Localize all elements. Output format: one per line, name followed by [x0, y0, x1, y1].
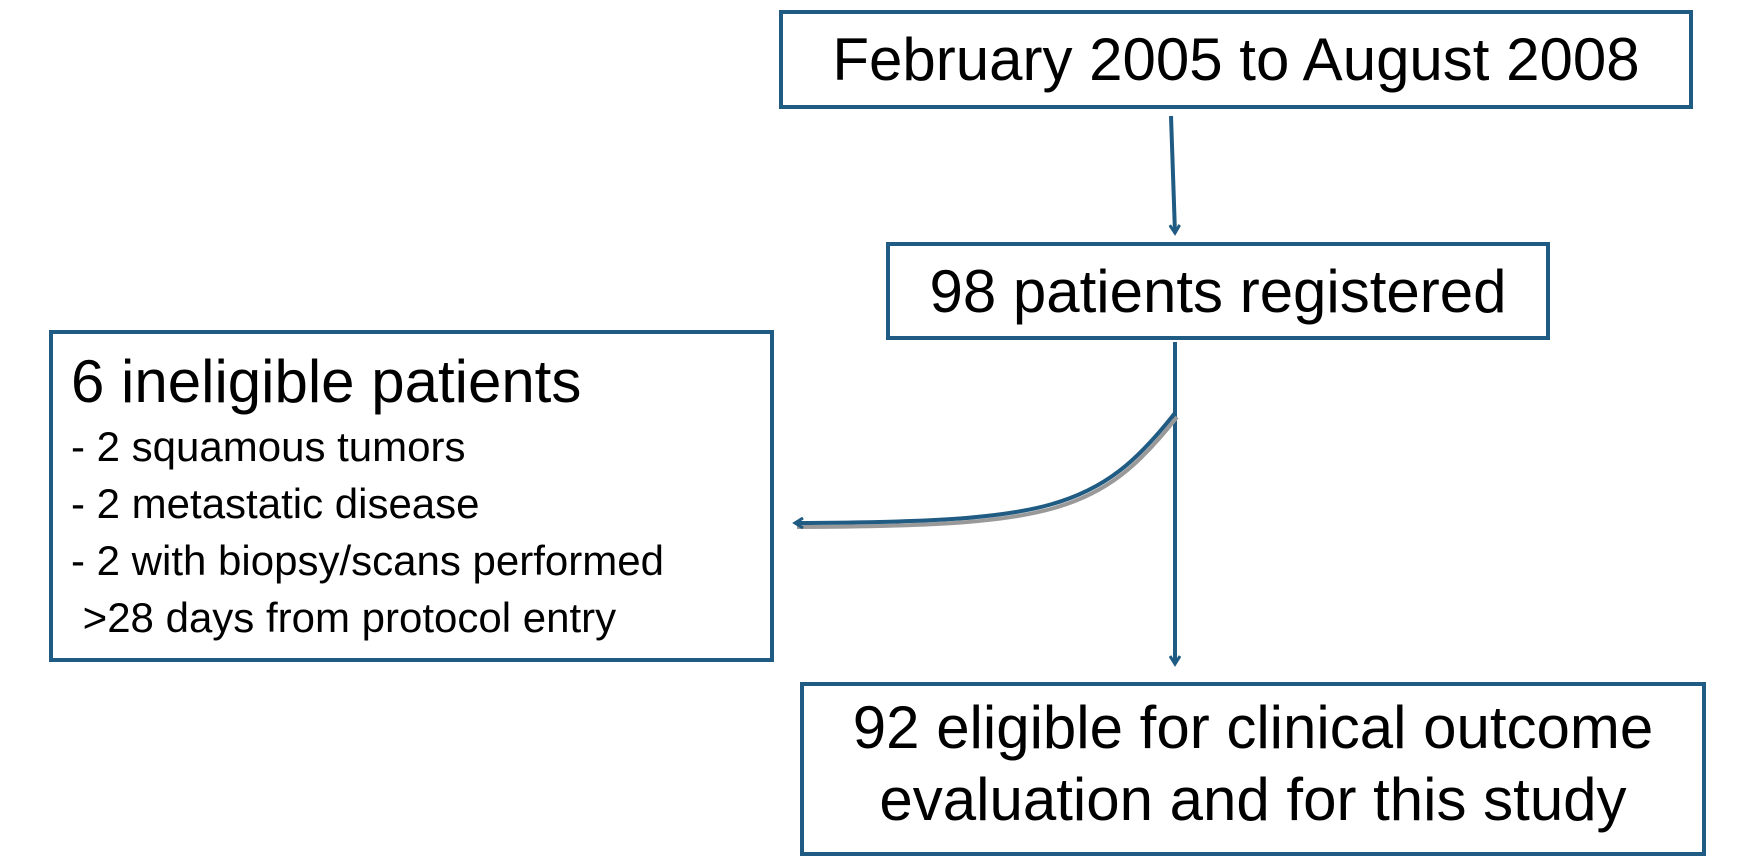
period-box: February 2005 to August 2008	[779, 10, 1693, 109]
registered-box: 98 patients registered	[886, 242, 1550, 340]
registered-label: 98 patients registered	[929, 258, 1507, 325]
reason: >28 days from protocol entry	[71, 594, 617, 641]
arrow	[1171, 115, 1175, 233]
reason: - 2 metastatic disease	[71, 480, 480, 527]
period-label: February 2005 to August 2008	[832, 26, 1640, 93]
ineligible-label: 6 ineligible patients	[71, 348, 582, 415]
reason: - 2 squamous tumors	[71, 423, 466, 470]
reason: - 2 with biopsy/scans performed	[71, 537, 664, 584]
arrow	[795, 411, 1177, 523]
arrow-shadow	[796, 415, 1179, 529]
ineligible-box: 6 ineligible patients - 2 squamous tumor…	[49, 330, 774, 662]
eligible-line: evaluation and for this study	[879, 766, 1627, 833]
eligible-box: 92 eligible for clinical outcome evaluat…	[800, 682, 1706, 856]
eligible-line: 92 eligible for clinical outcome	[852, 694, 1654, 761]
